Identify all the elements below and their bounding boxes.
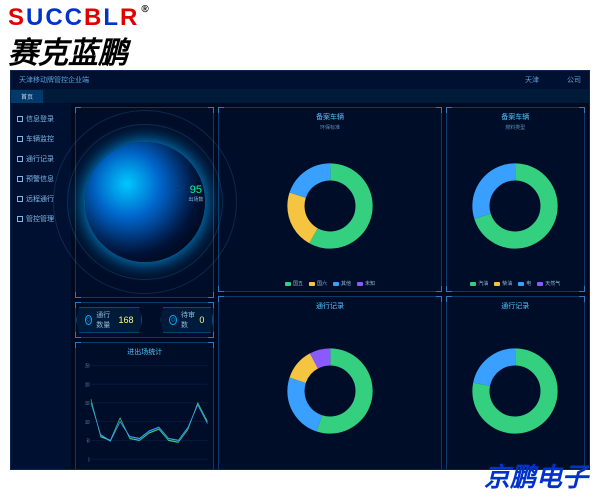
legend-item: 天然气 (537, 280, 560, 287)
legend-item: 柴油 (494, 280, 512, 287)
dashboard-window: 天津移动牌管控企业端 天津 公司 首页 信息登录车辆监控通行记录预警信息远程通行… (10, 70, 590, 470)
menu-icon (17, 136, 23, 142)
panel-globe: 73 进场数 95 出场数 (75, 107, 214, 298)
legend: 汽油柴油电天然气 (451, 280, 580, 287)
panel-vehicles-fuel: 备案车辆燃料类型汽油柴油电天然气 (446, 107, 585, 292)
chip-icon: ◇ (85, 315, 92, 325)
legend-item: 汽油 (470, 280, 488, 287)
sidebar-item-1[interactable]: 车辆监控 (11, 129, 71, 149)
svg-text:10-14: 10-14 (117, 468, 123, 470)
svg-text:10-15: 10-15 (127, 468, 133, 470)
panel-passage-emission: 通行记录国五 国六 其他 未知 (218, 296, 441, 470)
menu-icon (17, 116, 23, 122)
chip-icon: ◇ (169, 315, 177, 325)
org-name: 天津移动牌管控企业端 (19, 75, 89, 85)
svg-text:10-16: 10-16 (137, 468, 143, 470)
donut-chart (223, 131, 436, 280)
stat-chip-1: ◇待审数0 (160, 307, 213, 333)
company-name: 天津 公司 (525, 75, 581, 85)
legend-item: 国六 (309, 280, 327, 287)
logo-chinese: 赛克蓝鹏 (8, 28, 151, 72)
menu-icon (17, 216, 23, 222)
donut-chart (223, 313, 436, 469)
brand-logo: SUCCBLR® 赛克蓝鹏 (8, 4, 151, 72)
menu-icon (17, 156, 23, 162)
globe-icon (85, 142, 205, 262)
svg-text:150: 150 (85, 400, 90, 406)
panel-title: 通行记录 (223, 301, 436, 311)
svg-text:50: 50 (87, 437, 90, 443)
legend-item: 其他 (333, 469, 351, 470)
svg-text:10-21: 10-21 (185, 468, 191, 470)
svg-text:09-30: 09-30 (98, 468, 104, 470)
legend-item: 国五 (285, 280, 303, 287)
svg-text:10-22: 10-22 (195, 468, 201, 470)
panel-title: 备案车辆 (223, 112, 436, 122)
legend-item: 其他 (333, 280, 351, 287)
svg-text:09-29: 09-29 (88, 468, 94, 470)
svg-text:10-01: 10-01 (108, 468, 114, 470)
legend-item: 未知 (357, 469, 375, 470)
stat-exits: 95 出场数 (188, 184, 203, 203)
donut-chart (451, 131, 580, 280)
svg-text:10-17: 10-17 (146, 468, 152, 470)
menu-icon (17, 176, 23, 182)
sidebar-item-0[interactable]: 信息登录 (11, 109, 71, 129)
menu-icon (17, 196, 23, 202)
svg-text:10-18: 10-18 (156, 468, 162, 470)
svg-text:200: 200 (85, 381, 90, 387)
svg-text:100: 100 (85, 418, 90, 424)
svg-text:10-23: 10-23 (205, 468, 210, 470)
stat-chip-0: ◇通行数量168 (76, 307, 142, 333)
panel-passage-fuel: 通行记录汽油柴油电天然气 (446, 296, 585, 470)
svg-text:10-20: 10-20 (175, 468, 181, 470)
panel-linechart: 进出场统计 05010015020025009-2909-3010-0110-1… (75, 342, 214, 470)
legend-item: 未知 (357, 280, 375, 287)
legend-item: 国五 (285, 469, 303, 470)
linechart-title: 进出场统计 (80, 347, 209, 357)
sidebar: 信息登录车辆监控通行记录预警信息远程通行管控管理 (11, 103, 71, 470)
panel-vehicles-emission: 备案车辆环保标准国五国六其他未知 (218, 107, 441, 292)
tab-home[interactable]: 首页 (11, 90, 43, 103)
line-chart: 0 50 100 150 200 250 09-29 09-30 10-0110-14 10-15… (80, 359, 209, 470)
legend-item: 国六 (309, 469, 327, 470)
tab-bar: 首页 (11, 89, 589, 103)
title-bar: 天津移动牌管控企业端 天津 公司 (11, 71, 589, 89)
stat-chips: ◇通行数量168 ◇待审数0 (75, 302, 214, 338)
legend: 国五 国六 其他 未知 (223, 469, 436, 470)
svg-text:0: 0 (88, 456, 90, 462)
legend: 国五国六其他未知 (223, 280, 436, 287)
footer-brand: 京鹏电子 (484, 457, 588, 494)
svg-text:10-19: 10-19 (166, 468, 172, 470)
panel-title: 通行记录 (451, 301, 580, 311)
legend-item: 电 (518, 280, 531, 287)
panel-title: 备案车辆 (451, 112, 580, 122)
svg-text:250: 250 (85, 362, 90, 368)
donut-chart (451, 313, 580, 469)
